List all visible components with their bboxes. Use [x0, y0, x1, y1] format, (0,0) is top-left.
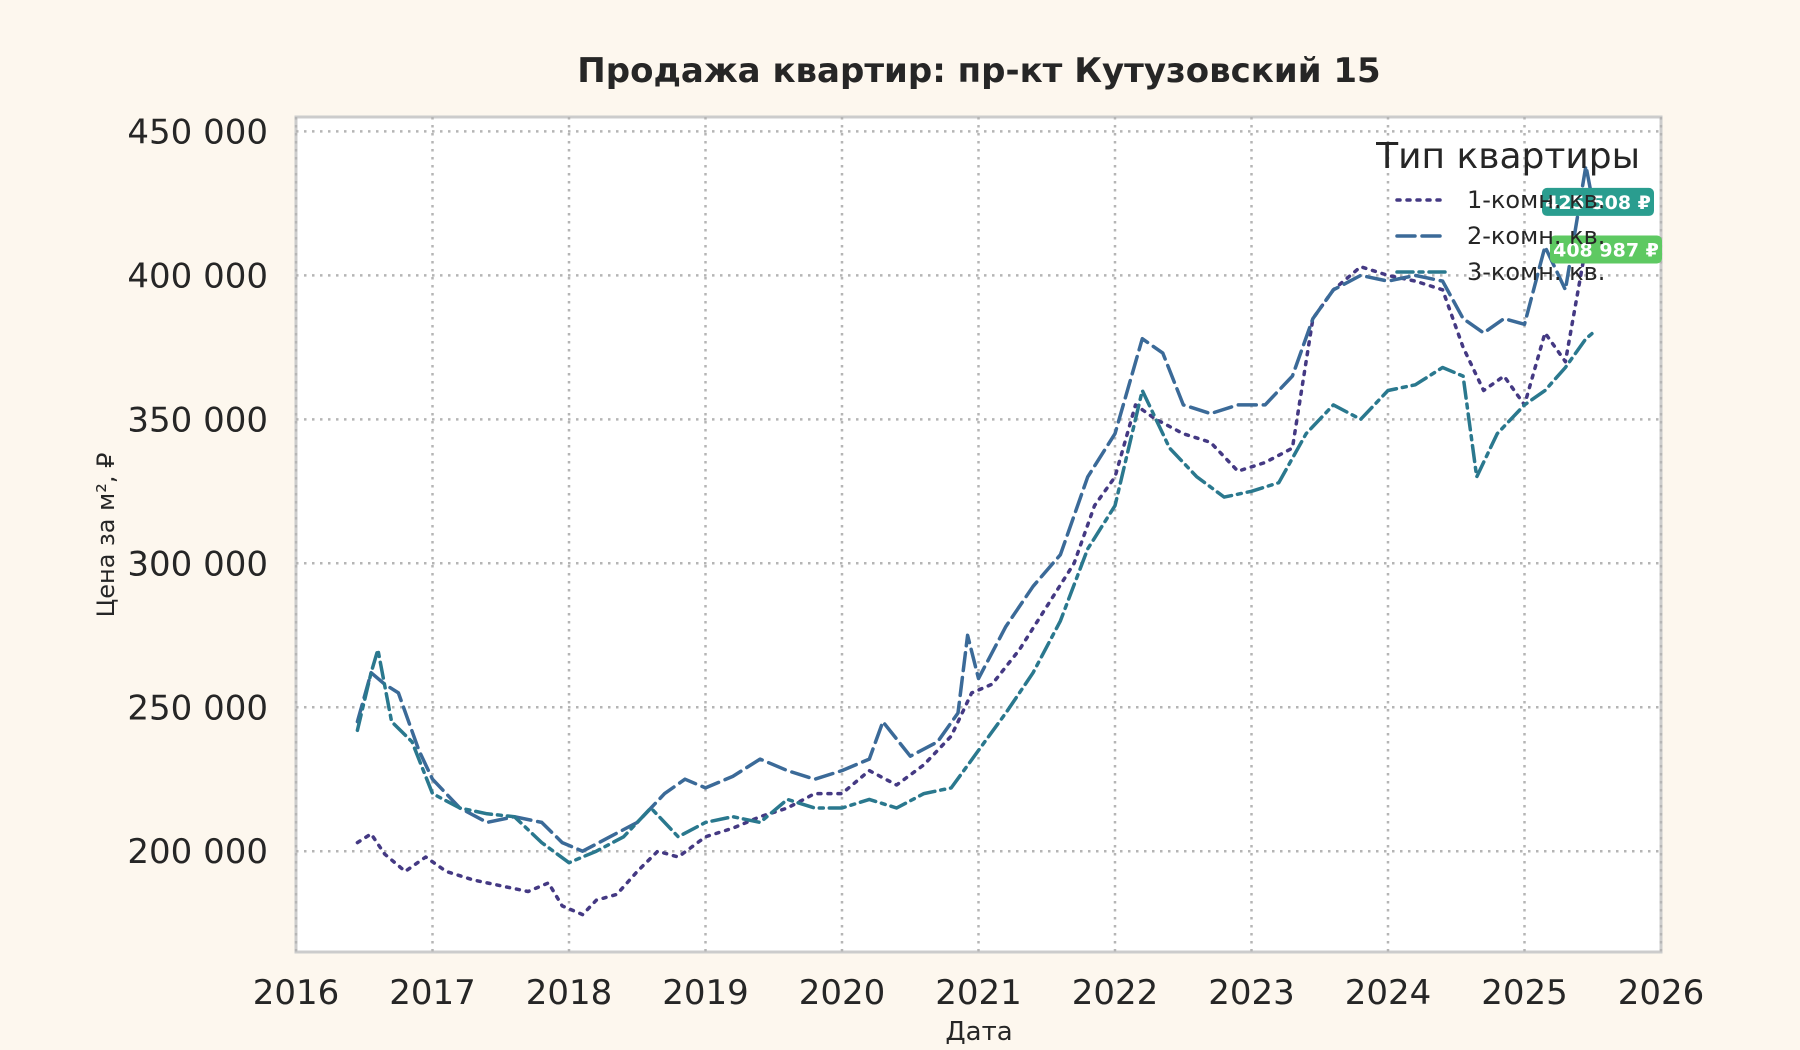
value-badge: [1550, 235, 1662, 264]
series-line-3: [355, 331, 1595, 865]
value-badge: [1542, 187, 1654, 216]
value-badge-label: 425 508 ₽: [1545, 192, 1651, 214]
x-tick-label: 2022: [1072, 973, 1159, 1013]
y-axis-ticks: 200 000 250 000 300 000 350 000 400 000 450 0…: [127, 112, 268, 872]
y-axis-label: Цена за м², ₽: [92, 453, 120, 618]
y-tick-label: 300 000: [127, 544, 268, 584]
y-tick-label: 200 000: [127, 832, 268, 872]
series-group: [355, 164, 1595, 917]
chart-title: Продажа квартир: пр-кт Кутузовский 15: [577, 51, 1380, 91]
value-badge-label: 408 987 ₽: [1553, 239, 1659, 261]
x-tick-label: 2017: [389, 973, 476, 1013]
x-tick-label: 2026: [1618, 973, 1705, 1013]
x-tick-label: 2024: [1345, 973, 1432, 1013]
legend-label: 2-комн. кв.: [1467, 222, 1605, 250]
grid: [294, 117, 1663, 952]
y-tick-label: 250 000: [127, 688, 268, 728]
x-tick-label: 2016: [253, 973, 340, 1013]
y-tick-label: 450 000: [127, 112, 268, 152]
series-line-2: [355, 164, 1595, 853]
y-tick-label: 400 000: [127, 256, 268, 296]
legend-title: Тип квартиры: [1375, 136, 1640, 177]
legend: Тип квартиры 1-комн. кв. 2-комн. кв. 3-ком…: [1375, 136, 1640, 286]
series-line-1: [355, 244, 1595, 917]
x-tick-label: 2020: [799, 973, 886, 1013]
legend-label: 1-комн. кв.: [1467, 186, 1605, 214]
legend-label: 3-комн. кв.: [1467, 258, 1605, 286]
x-tick-label: 2021: [935, 973, 1022, 1013]
x-axis-label: Дата: [945, 1017, 1012, 1047]
y-tick-label: 350 000: [127, 400, 268, 440]
x-axis-ticks: 2016 2017 2018 2019 2020 2021 2022 2023 2024 2025…: [253, 973, 1705, 1013]
x-tick-label: 2023: [1208, 973, 1295, 1013]
x-tick-label: 2025: [1481, 973, 1568, 1013]
x-tick-label: 2018: [526, 973, 613, 1013]
x-tick-label: 2019: [662, 973, 749, 1013]
value-badges: 425 508 ₽ 408 987 ₽: [1542, 187, 1662, 264]
